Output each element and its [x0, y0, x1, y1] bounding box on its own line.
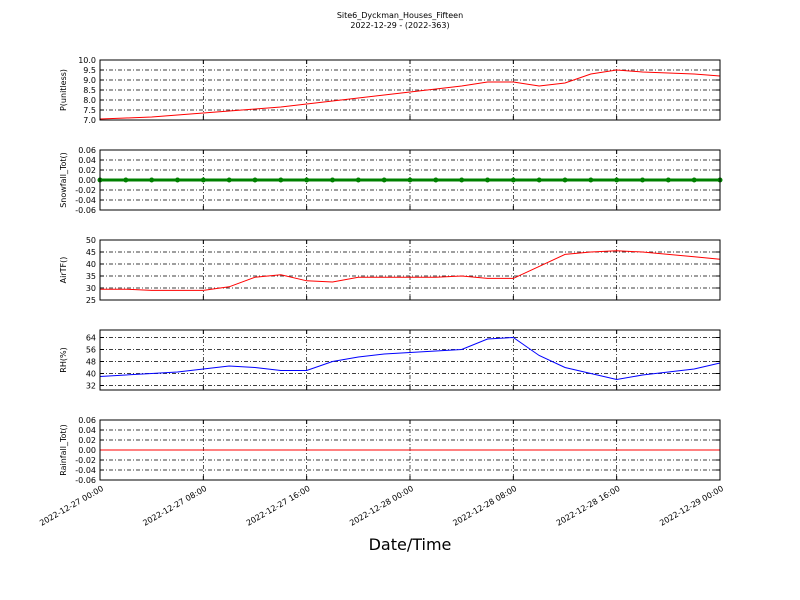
- y-tick-label: 0.04: [78, 156, 96, 165]
- data-point: [226, 177, 232, 183]
- plot-frame: [99, 329, 721, 391]
- y-tick-label: 0.02: [78, 166, 96, 175]
- data-point: [562, 177, 568, 183]
- data-point: [588, 177, 594, 183]
- plot-frame: [99, 149, 721, 211]
- data-point: [459, 177, 465, 183]
- data-point: [355, 177, 361, 183]
- data-line: [99, 336, 721, 381]
- y-tick-label: 9.5: [83, 66, 96, 75]
- data-point: [252, 177, 258, 183]
- data-point: [614, 177, 620, 183]
- data-point: [304, 177, 310, 183]
- data-point: [433, 177, 439, 183]
- y-tick-label: -0.02: [75, 456, 96, 465]
- data-point: [381, 177, 387, 183]
- y-axis-label: RH(%): [59, 347, 68, 372]
- y-tick-label: 48: [86, 358, 96, 367]
- data-line: [99, 69, 721, 120]
- data-point: [330, 177, 335, 183]
- data-point: [485, 177, 490, 183]
- y-tick-label: 25: [86, 296, 96, 305]
- y-tick-label: 35: [86, 272, 96, 281]
- y-tick-label: 7.5: [83, 106, 96, 115]
- y-tick-label: 0.00: [78, 446, 96, 455]
- x-axis-label: Date/Time: [369, 535, 452, 554]
- y-tick-label: 9.0: [83, 76, 96, 85]
- data-point: [123, 177, 129, 183]
- data-point: [665, 177, 671, 183]
- y-tick-label: 45: [86, 248, 96, 257]
- y-tick-label: 0.02: [78, 436, 96, 445]
- y-axis-label: Snowfall_Tot(): [59, 152, 68, 208]
- y-tick-label: 8.0: [83, 96, 96, 105]
- data-point: [149, 177, 155, 183]
- data-point: [640, 177, 645, 183]
- data-point: [175, 177, 180, 183]
- data-point: [407, 177, 413, 183]
- y-tick-label: 0.04: [78, 426, 96, 435]
- data-line: [100, 250, 721, 291]
- y-tick-label: 30: [86, 284, 96, 293]
- plot-frame: [99, 419, 721, 481]
- y-tick-label: 0.00: [78, 176, 96, 185]
- y-tick-label: 64: [86, 334, 96, 343]
- data-point: [536, 177, 542, 183]
- plot-frame: [99, 59, 721, 121]
- plot-frame: [99, 239, 721, 301]
- y-tick-label: 7.0: [83, 116, 96, 125]
- y-tick-label: -0.06: [75, 206, 96, 215]
- y-tick-label: 56: [86, 346, 96, 355]
- y-axis-label: AirTF(): [59, 257, 68, 284]
- y-tick-label: 8.5: [83, 86, 96, 95]
- data-point: [200, 177, 206, 183]
- y-tick-label: -0.04: [75, 466, 96, 475]
- y-tick-label: -0.06: [75, 476, 96, 485]
- figure-subtitle: 2022-12-29 - (2022-363): [350, 21, 449, 30]
- y-tick-label: 40: [86, 370, 96, 379]
- y-tick-label: 10.0: [78, 56, 96, 65]
- data-point: [691, 177, 697, 183]
- data-point: [510, 177, 516, 183]
- y-tick-label: 0.06: [78, 416, 96, 425]
- y-axis-label: P(unitless): [59, 69, 68, 111]
- y-tick-label: -0.04: [75, 196, 96, 205]
- figure-title: Site6_Dyckman_Houses_Fifteen: [337, 11, 463, 20]
- y-tick-label: -0.02: [75, 186, 96, 195]
- y-axis-label: Rainfall_Tot(): [59, 424, 68, 476]
- y-tick-label: 0.06: [78, 146, 96, 155]
- data-point: [278, 177, 284, 183]
- y-tick-label: 40: [86, 260, 96, 269]
- y-tick-label: 32: [86, 382, 96, 391]
- y-tick-label: 50: [86, 236, 96, 245]
